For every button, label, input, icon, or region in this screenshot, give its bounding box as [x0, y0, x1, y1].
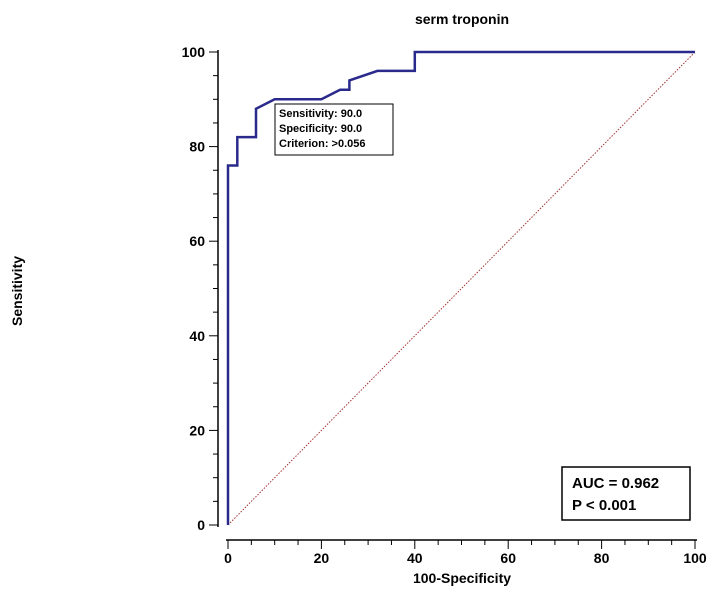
y-tick-label: 40 — [189, 328, 205, 344]
y-tick-label: 60 — [189, 233, 205, 249]
roc-curve — [226, 50, 695, 525]
x-tick-label: 60 — [500, 550, 516, 566]
auc-box: AUC = 0.962 P < 0.001 — [561, 466, 691, 521]
criterion-sensitivity-text: Sensitivity: 90.0 — [279, 108, 362, 120]
x-tick-label: 40 — [407, 550, 423, 566]
criterion-value-text: Criterion: >0.056 — [279, 138, 366, 150]
y-tick-label: 0 — [197, 517, 205, 533]
chart-title: serm troponin — [415, 11, 509, 27]
axes: 0 20 40 60 80 100 0 20 40 60 80 100 — [182, 44, 707, 566]
p-value-text: P < 0.001 — [572, 497, 636, 514]
auc-text: AUC = 0.962 — [572, 475, 659, 492]
criterion-specificity-text: Specificity: 90.0 — [279, 123, 362, 135]
x-axis-title: 100-Specificity — [413, 570, 511, 586]
x-tick-label: 0 — [224, 550, 232, 566]
y-tick-label: 80 — [189, 139, 205, 155]
y-tick-label: 20 — [189, 422, 205, 438]
x-tick-label: 80 — [594, 550, 610, 566]
y-tick-label: 100 — [182, 44, 206, 60]
x-tick-label: 20 — [314, 550, 330, 566]
criterion-box-frame — [274, 103, 394, 156]
x-tick-label: 100 — [683, 550, 707, 566]
criterion-box: Sensitivity: 90.0 Specificity: 90.0 Crit… — [274, 103, 394, 156]
auc-box-frame — [561, 466, 691, 521]
y-axis-title: Sensitivity — [9, 256, 25, 326]
